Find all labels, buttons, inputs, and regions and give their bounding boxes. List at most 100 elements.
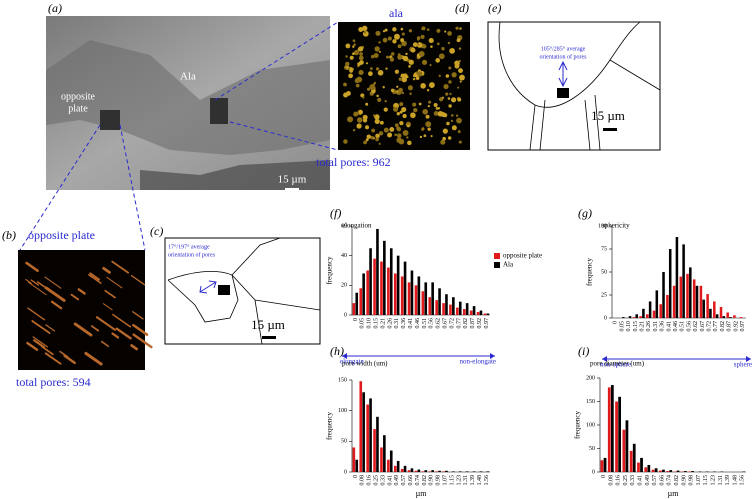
- bar: [383, 240, 386, 315]
- x-tick-label: 0.05: [619, 321, 625, 332]
- pore-speck: [397, 53, 401, 57]
- x-tick-label: 0.10: [367, 318, 373, 329]
- x-tick-label: 0.26: [387, 318, 393, 329]
- bar: [662, 272, 665, 318]
- x-tick-label: 0.87: [727, 321, 733, 332]
- x-tick-label: 1.39: [470, 475, 476, 486]
- x-tick-label: 0.74: [667, 475, 673, 486]
- pore-speck: [394, 133, 398, 137]
- bar: [400, 468, 404, 472]
- bar: [456, 307, 459, 315]
- pore-speck: [400, 38, 405, 43]
- pore-speck: [378, 142, 381, 145]
- bar: [622, 317, 625, 318]
- bar: [396, 255, 400, 315]
- pore-speck: [406, 124, 410, 128]
- pore-speck: [372, 114, 376, 117]
- bar: [722, 316, 726, 318]
- pore-speck: [345, 55, 348, 58]
- x-tick-label: 1.07: [696, 475, 702, 486]
- pore-speck: [448, 66, 452, 70]
- bar: [686, 273, 689, 318]
- pore-streak: [88, 274, 102, 284]
- chart-title: pore diameter (um): [590, 360, 645, 368]
- pore-streak: [73, 322, 93, 337]
- y-tick-label: 40: [341, 253, 347, 259]
- bar: [603, 457, 607, 472]
- pore-speck: [401, 106, 407, 113]
- x-tick-label: 0: [613, 321, 619, 324]
- bar: [683, 471, 687, 472]
- pore-speck: [458, 47, 462, 50]
- pore-speck: [421, 26, 426, 31]
- y-tick-label: 150: [338, 377, 347, 383]
- pore-speck: [444, 30, 447, 33]
- pore-speck: [418, 102, 422, 106]
- pore-streak: [132, 333, 153, 349]
- pore-speck: [382, 30, 386, 33]
- x-tick-label: 1.15: [449, 475, 455, 486]
- pore-speck: [435, 58, 441, 63]
- pore-speck: [417, 43, 420, 46]
- connector: [19, 124, 101, 251]
- pore-speck: [438, 53, 445, 60]
- pore-speck: [456, 38, 461, 43]
- pore-speck: [396, 112, 400, 116]
- bar: [414, 285, 418, 315]
- bar: [462, 309, 466, 315]
- bar: [369, 248, 372, 315]
- bar: [417, 276, 421, 315]
- pore-speck: [408, 65, 411, 68]
- bar: [452, 471, 455, 472]
- pore-speck: [387, 36, 392, 41]
- pore-speck: [362, 25, 368, 32]
- bar: [407, 470, 411, 472]
- arrow-label: sphere: [734, 361, 752, 369]
- sketch-line: [498, 21, 641, 108]
- pore-speck: [375, 67, 380, 71]
- pore-streak: [89, 272, 100, 281]
- x-tick-label: 1.48: [477, 475, 483, 486]
- arrow-head: [602, 356, 607, 362]
- pore-streak: [31, 320, 51, 334]
- pore-speck: [343, 92, 349, 98]
- pore-speck: [451, 72, 457, 78]
- panel-label: (b): [2, 228, 16, 242]
- bar: [706, 294, 709, 318]
- bar: [359, 288, 363, 315]
- x-tick-label: 0.33: [630, 475, 636, 486]
- bar: [458, 301, 462, 315]
- bar: [622, 429, 626, 472]
- pore-speck: [353, 50, 360, 56]
- pore-speck: [433, 111, 439, 116]
- pore-speck: [426, 88, 430, 92]
- bar: [435, 471, 438, 472]
- pore-streak: [106, 276, 123, 289]
- pore-speck: [430, 135, 433, 138]
- pore-streak: [25, 278, 32, 284]
- total-pores: total pores: 962: [316, 155, 391, 169]
- pore-streak: [63, 354, 76, 365]
- pore-speck: [450, 119, 454, 123]
- x-tick-label: 0.77: [456, 318, 462, 329]
- x-tick-label: 0.82: [674, 475, 680, 486]
- bar: [479, 310, 483, 315]
- pore-streak: [27, 307, 46, 321]
- pore-speck: [441, 96, 445, 99]
- scale-bar: [285, 188, 299, 191]
- pore-speck: [422, 108, 429, 115]
- bar: [362, 273, 365, 315]
- sem-cut: [210, 98, 228, 124]
- bar: [692, 279, 696, 318]
- pore-speck: [445, 92, 449, 96]
- bar: [449, 304, 452, 315]
- pore-speck: [417, 71, 423, 77]
- pore-streak: [95, 316, 116, 331]
- bar: [695, 285, 699, 318]
- y-tick-label: 0: [344, 469, 347, 475]
- x-tick-label: 0.57: [652, 475, 658, 486]
- bar: [668, 249, 672, 318]
- pore-speck: [349, 67, 353, 71]
- x-tick-label: 0.49: [645, 475, 651, 486]
- pore-speck: [398, 87, 403, 93]
